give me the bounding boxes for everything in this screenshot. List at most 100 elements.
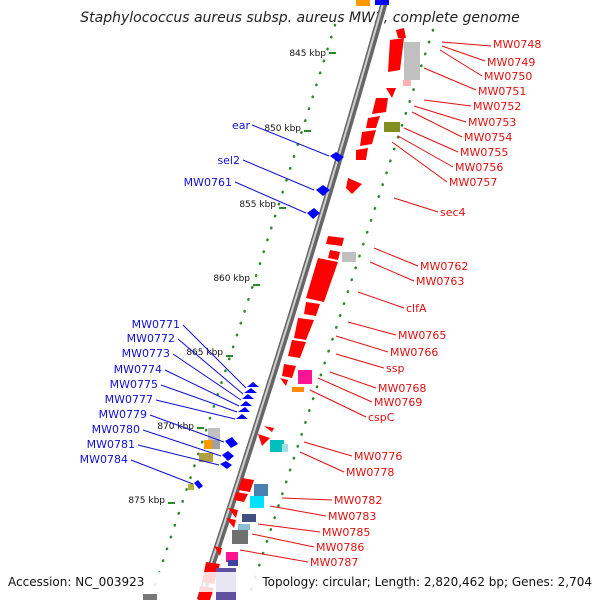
gene-label: ear: [232, 119, 251, 132]
gene-label: MW0787: [310, 556, 358, 569]
tick-label: 860 kbp: [213, 274, 250, 284]
gene-label: MW0781: [87, 438, 135, 451]
gene-mw0783b: [250, 496, 264, 508]
gene-mw0778: [270, 440, 284, 452]
gene-mw0773: [242, 394, 254, 399]
gene-mw0762: [326, 236, 344, 246]
minus-strand-features: [194, 152, 344, 489]
tick-label: 875 kbp: [128, 496, 165, 506]
gene-clfA: [306, 258, 338, 302]
gene-mw0787c: [228, 560, 238, 566]
gene-mw0785b: [226, 518, 236, 528]
tick-label: 855 kbp: [239, 200, 276, 210]
gene-label: MW0772: [127, 332, 175, 345]
gene-label: MW0755: [460, 146, 508, 159]
gene-mw0763: [342, 252, 356, 262]
gene-mw0782: [238, 478, 254, 492]
gene-mw0749: [388, 38, 404, 72]
map-title: Staphylococcus aureus subsp. aureus MW2,…: [80, 10, 520, 26]
gene-label: MW0779: [99, 408, 147, 421]
feature-block: [356, 0, 370, 6]
gene-label: MW0748: [493, 38, 541, 51]
gene-sec4: [346, 178, 362, 194]
gene-mw0756: [360, 130, 376, 146]
tick-label: 850 kbp: [264, 124, 301, 134]
gene-label: MW0769: [374, 396, 422, 409]
dotted-tracks: [148, 23, 435, 600]
gene-label: MW0765: [398, 329, 446, 342]
gene-mw0771: [247, 382, 259, 387]
left-labels: ear sel2 MW0761 MW0771 MW0772 MW0773 MW0…: [80, 119, 330, 485]
gene-label: MW0784: [80, 453, 128, 466]
gene-mw0777: [236, 414, 248, 419]
gene-label: MW0780: [92, 423, 140, 436]
gene-label: MW0754: [464, 131, 512, 144]
gene-label: MW0763: [416, 275, 464, 288]
gene-label: MW0771: [132, 318, 180, 331]
gene-sel2: [316, 185, 330, 196]
gene-mw0757: [356, 148, 368, 160]
gene-label: cspC: [368, 411, 395, 424]
feature-block: [143, 594, 157, 600]
gene-mw0783: [254, 484, 268, 496]
gene-mw0775: [238, 407, 250, 412]
gene-label: ssp: [386, 362, 404, 375]
gene-label: MW0783: [328, 510, 376, 523]
feature-block: [188, 484, 194, 490]
gene-ear: [330, 152, 344, 162]
gene-mw0784: [194, 480, 203, 489]
gene-mw0748: [396, 28, 406, 38]
gene-mw0761: [307, 208, 320, 219]
gene-label: MW0757: [449, 176, 497, 189]
gene-mw0769: [298, 370, 312, 384]
gene-mw0774: [240, 401, 252, 406]
gene-mw0763b: [328, 250, 340, 260]
feature-block: [375, 0, 389, 5]
genome-backbone: [196, 0, 389, 600]
gene-label: MW0768: [378, 382, 426, 395]
gene-label: MW0776: [354, 450, 402, 463]
gene-mw0780: [222, 451, 234, 461]
gene-label: MW0752: [473, 100, 521, 113]
right-labels: MW0748 MW0749 MW0750 MW0751 MW0752 MW075…: [239, 38, 541, 569]
gene-mw0766: [294, 318, 314, 340]
gene-mw0782b: [234, 492, 248, 502]
gene-mw0787b: [226, 552, 238, 562]
gene-mw0781: [220, 461, 232, 469]
gene-mw0765: [304, 302, 320, 316]
gene-label: MW0778: [346, 466, 394, 479]
gene-label: MW0751: [478, 85, 526, 98]
gene-label: sec4: [440, 206, 466, 219]
gene-label: MW0773: [122, 347, 170, 360]
tick-label: 870 kbp: [157, 422, 194, 432]
gene-label: MW0761: [184, 176, 232, 189]
feature-block: [199, 453, 213, 462]
gene-mw0786: [238, 524, 250, 530]
gene-cspC: [292, 387, 304, 392]
gene-label: MW0774: [114, 363, 162, 376]
gene-mw0785c: [242, 514, 256, 522]
accession-text: Accession: NC_003923: [8, 575, 144, 589]
gene-label: MW0775: [110, 378, 158, 391]
gene-mw0753: [372, 98, 388, 114]
footer-background: [0, 572, 600, 592]
summary-text: Topology: circular; Length: 2,820,462 bp…: [261, 575, 592, 589]
gene-mw0786b: [232, 530, 248, 544]
gene-label: MW0782: [334, 494, 382, 507]
gene-label: clfA: [406, 302, 427, 315]
tick-label: 865 kbp: [186, 348, 223, 358]
gene-label: MW0777: [105, 393, 153, 406]
gene-mw0754: [366, 116, 380, 128]
gene-mw0750: [404, 42, 420, 80]
gene-mw0776: [264, 426, 274, 432]
gene-label: MW0750: [484, 70, 532, 83]
plus-strand-features: [198, 0, 420, 600]
gene-label: MW0766: [390, 346, 438, 359]
gene-label: MW0749: [487, 56, 535, 69]
gene-mw0787: [214, 546, 222, 556]
gene-mw0778b: [282, 444, 288, 452]
gene-mw0772: [244, 388, 257, 393]
gene-mw0776b: [258, 434, 270, 446]
tick-marks: 845 kbp 850 kbp 855 kbp 860 kbp 865 kbp …: [128, 49, 336, 506]
